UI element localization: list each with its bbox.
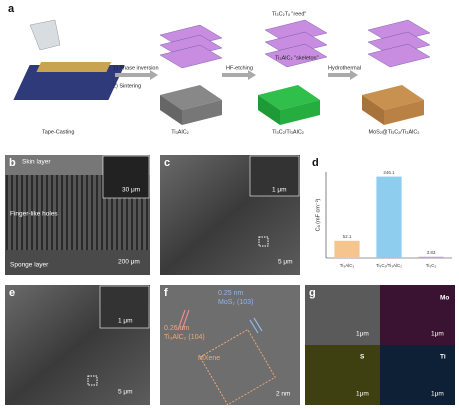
block xyxy=(160,85,222,110)
panel-label: b xyxy=(9,157,16,169)
schematic: a Tape-Casting 1) Phase inversion 2) Sin… xyxy=(8,3,431,135)
x-tick-label: Ti₃AlC₂ xyxy=(340,263,355,268)
panel-label: f xyxy=(164,287,168,299)
label: Ti₃C₂Tₓ "reed" xyxy=(272,11,306,17)
panel-f: f 0.25 nm MoS₂ (103) 0.26 nm Ti₃AlC₂ (10… xyxy=(160,285,300,406)
value-label: 52.1 xyxy=(343,234,352,239)
zoom-box xyxy=(258,236,269,247)
zoom-box xyxy=(87,375,98,386)
block xyxy=(362,85,424,110)
panel-label: g xyxy=(309,287,316,299)
block xyxy=(182,100,222,125)
label: Tape-Casting xyxy=(42,129,74,135)
fringe-mark xyxy=(249,317,263,334)
stack xyxy=(367,43,431,68)
label: 0.26 nm xyxy=(164,325,189,332)
inset xyxy=(249,155,300,197)
block xyxy=(258,95,280,125)
label: MoS₂@Ti₃C₂/Ti₃AlC₂ xyxy=(369,129,420,135)
label: Ti₃AlC₂ xyxy=(171,129,189,135)
panel-c: c 1 μm 5 μm xyxy=(160,155,300,275)
mo-map xyxy=(380,285,455,345)
panel-d: d Cₐ (mF cm⁻²) Ti₃AlC₂ 52.1 Ti₃C₂/Ti₃AlC₂ 2… xyxy=(312,157,452,268)
label: Ti₃C₂/Ti₃AlC₂ xyxy=(272,129,304,135)
bar xyxy=(334,240,360,258)
arrow-head xyxy=(350,70,358,80)
scale-label: 1μm xyxy=(356,391,369,398)
scale-label: 1μm xyxy=(431,391,444,398)
label: MoS₂ (103) xyxy=(218,299,253,306)
sem-map xyxy=(305,285,380,345)
label: MXene xyxy=(198,355,220,362)
element-label: S xyxy=(360,354,365,361)
panel-label: d xyxy=(312,157,319,169)
ti-map xyxy=(380,345,455,405)
label: 2) Sintering xyxy=(113,83,141,89)
stack xyxy=(159,44,223,69)
label: 0.25 nm xyxy=(218,290,243,297)
stack xyxy=(264,43,328,68)
bar xyxy=(376,176,402,258)
value-label: 3.83 xyxy=(427,250,436,255)
element-label: Mo xyxy=(440,295,449,302)
scale-label: 1 μm xyxy=(118,318,133,325)
label: Sponge layer xyxy=(10,262,49,269)
label: Ti₃AlC₂ (104) xyxy=(164,334,205,341)
beaker xyxy=(29,19,61,51)
label: Finger-like holes xyxy=(10,211,58,218)
scale-label: 30 μm xyxy=(122,187,140,194)
label: Ti₃AlC₂ "skeleton" xyxy=(275,55,319,61)
fringe-mark xyxy=(177,309,190,331)
panel-e: e 1 μm 5 μm xyxy=(5,285,150,405)
scale-label: 1μm xyxy=(431,331,444,338)
label: Skin layer xyxy=(22,159,51,166)
panel-label: a xyxy=(8,3,15,15)
block xyxy=(362,95,384,125)
scale-label: 200 μm xyxy=(118,259,140,266)
element-label: Ti xyxy=(440,354,446,361)
inset xyxy=(99,285,150,329)
scale-label: 1μm xyxy=(356,331,369,338)
panel-label: c xyxy=(164,157,170,169)
block xyxy=(160,95,182,125)
sponge xyxy=(5,250,150,275)
scale-label: 2 nm xyxy=(276,391,290,398)
arrow-head xyxy=(150,70,158,80)
tem-image xyxy=(160,285,300,405)
block xyxy=(280,100,320,125)
inset xyxy=(102,155,150,199)
x-tick-label: Ti₃C₂/Ti₃AlC₂ xyxy=(376,263,402,268)
y-axis-label: Cₐ (mF cm⁻²) xyxy=(315,198,321,231)
panel-b: b Skin layer Finger-like holes Sponge la… xyxy=(5,155,150,275)
s-map xyxy=(305,345,380,405)
label: 1) Phase inversion xyxy=(113,65,159,71)
scale-label: 5 μm xyxy=(118,389,133,396)
region-box xyxy=(199,328,276,406)
value-label: 246.1 xyxy=(383,170,395,175)
panel-g: g Mo S Ti 1μm 1μm 1μm 1μm xyxy=(305,285,455,405)
panel-label: e xyxy=(9,287,15,299)
scale-label: 5 μm xyxy=(278,259,293,266)
scale-label: 1 μm xyxy=(272,187,287,194)
bar xyxy=(418,256,444,258)
arrow-head xyxy=(248,70,256,80)
label: Hydrothermal xyxy=(328,65,361,71)
block xyxy=(384,100,424,125)
tape xyxy=(36,62,112,72)
machine xyxy=(13,65,125,100)
block xyxy=(258,85,320,110)
label: HF-etching xyxy=(226,65,253,71)
x-tick-label: Ti₃C₂ xyxy=(426,263,437,268)
